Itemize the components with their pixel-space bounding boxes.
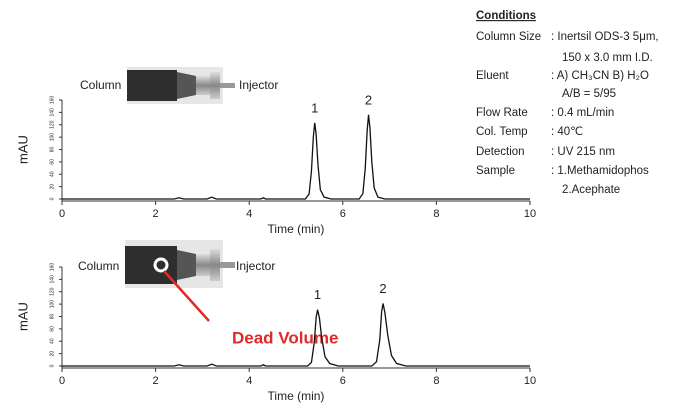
inset-photo (127, 67, 235, 104)
y-axis-label: mAU (15, 302, 30, 331)
peak-label: 1 (314, 287, 321, 302)
x-tick-label: 0 (59, 208, 65, 220)
y-tick-label: 80 (49, 314, 55, 320)
y-tick-label: 100 (49, 133, 55, 142)
y-tick-label: 0 (49, 364, 55, 367)
peak-label: 1 (311, 100, 318, 115)
x-tick-label: 8 (433, 375, 439, 387)
condition-value: : 1.Methamidophos (551, 165, 649, 177)
y-tick-label: 120 (49, 120, 55, 129)
condition-value: 2.Acephate (562, 184, 620, 196)
x-tick-label: 10 (524, 208, 536, 220)
y-tick-label: 80 (49, 147, 55, 153)
x-tick-label: 4 (246, 375, 252, 387)
y-tick-label: 40 (49, 338, 55, 344)
condition-label: Eluent (476, 70, 509, 82)
x-tick-label: 6 (340, 375, 346, 387)
y-tick-label: 100 (49, 300, 55, 309)
x-axis-label: Time (min) (268, 222, 325, 236)
x-axis-label: Time (min) (268, 389, 325, 403)
condition-value: : 40℃ (551, 126, 583, 138)
x-tick-label: 2 (153, 375, 159, 387)
condition-label: Flow Rate (476, 107, 528, 119)
y-tick-label: 140 (49, 108, 55, 117)
y-tick-label: 0 (49, 197, 55, 200)
chromatogram-line (62, 303, 530, 367)
condition-label: Sample (476, 165, 515, 177)
inset-right-label: Injector (239, 78, 278, 92)
peak-label: 2 (379, 281, 386, 296)
y-tick-label: 160 (49, 263, 55, 272)
x-tick-label: 0 (59, 375, 65, 387)
y-tick-label: 60 (49, 159, 55, 165)
x-tick-label: 8 (433, 208, 439, 220)
callout: Dead Volume (232, 328, 338, 347)
condition-label: Detection (476, 146, 525, 158)
y-tick-label: 160 (49, 96, 55, 105)
condition-value: : UV 215 nm (551, 146, 615, 158)
condition-value: : 0.4 mL/min (551, 107, 614, 119)
y-tick-label: 120 (49, 287, 55, 296)
condition-value: : Inertsil ODS-3 5μm, (551, 31, 659, 43)
condition-label: Col. Temp (476, 126, 528, 138)
y-tick-label: 40 (49, 171, 55, 177)
inset-left-label: Column (80, 78, 121, 92)
inset-right-label: Injector (236, 259, 275, 273)
y-tick-label: 20 (49, 351, 55, 357)
inset-photo (125, 240, 235, 322)
conditions-title: Conditions (476, 10, 536, 22)
x-tick-label: 10 (524, 375, 536, 387)
x-tick-label: 6 (340, 208, 346, 220)
x-tick-label: 2 (153, 208, 159, 220)
inset-left-label: Column (78, 259, 119, 273)
condition-value: 150 x 3.0 mm I.D. (562, 52, 653, 64)
y-tick-label: 60 (49, 326, 55, 332)
x-tick-label: 4 (246, 208, 252, 220)
condition-label: Column Size (476, 31, 541, 43)
condition-value: : A) CH₃CN B) H₂O (551, 70, 649, 82)
peak-label: 2 (365, 92, 372, 107)
condition-value: A/B = 5/95 (562, 88, 616, 100)
y-axis-label: mAU (15, 135, 30, 164)
y-tick-label: 20 (49, 184, 55, 190)
chromatogram-line (62, 114, 530, 200)
y-tick-label: 140 (49, 275, 55, 284)
